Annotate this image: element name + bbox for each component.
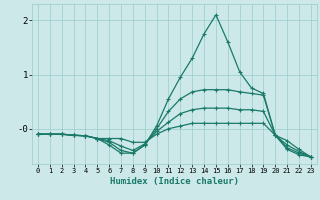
X-axis label: Humidex (Indice chaleur): Humidex (Indice chaleur) — [110, 177, 239, 186]
